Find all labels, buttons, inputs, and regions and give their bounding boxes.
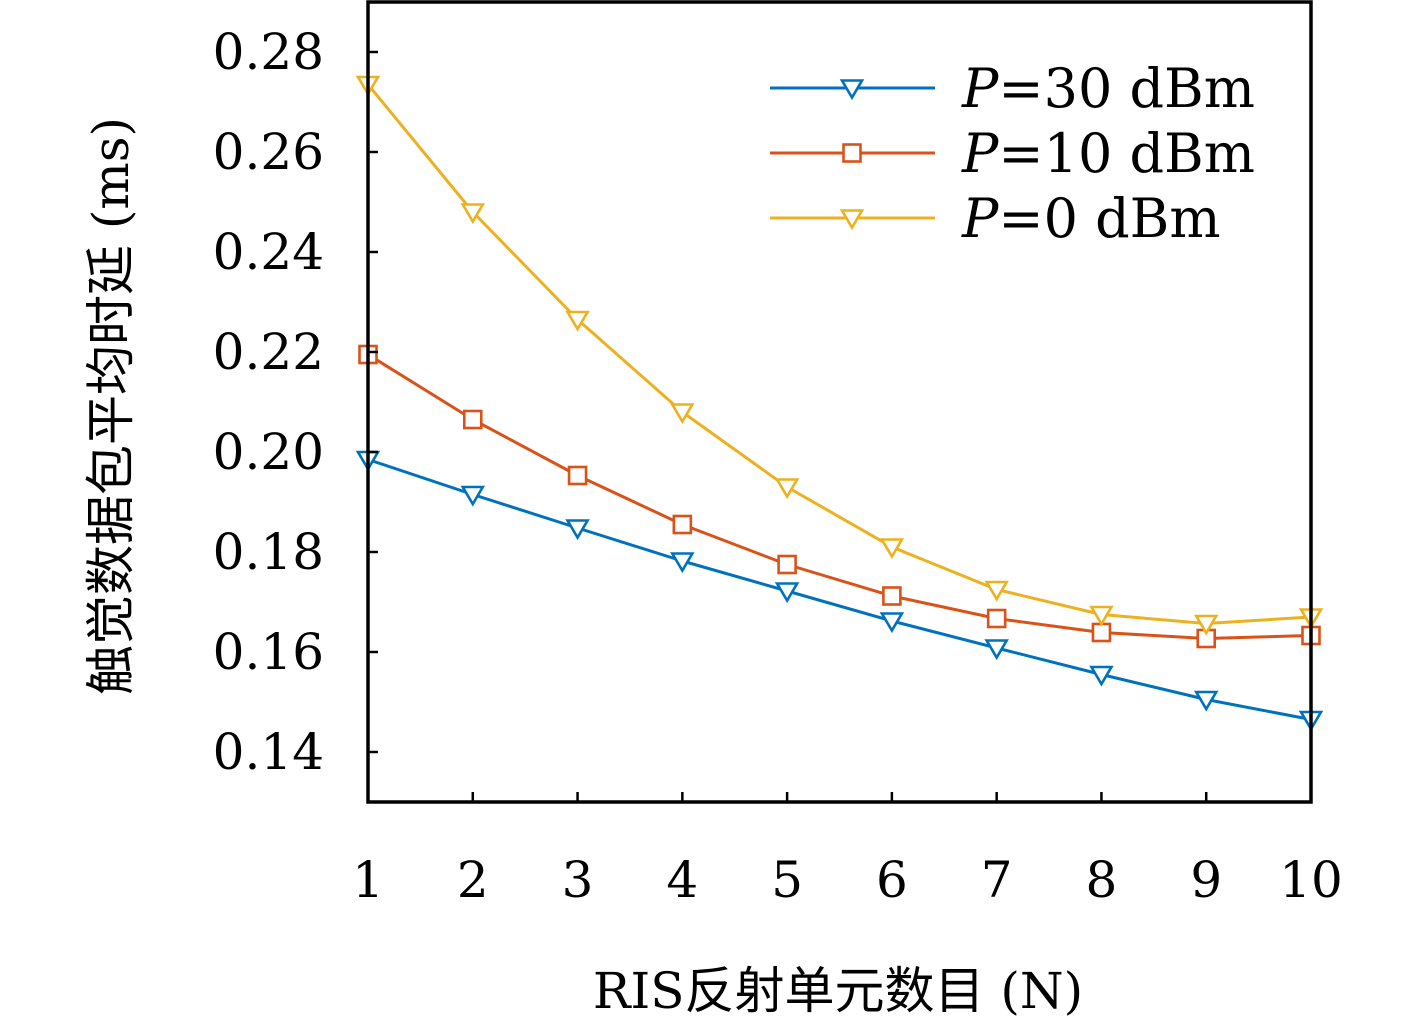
x-axis-title: RIS反射单元数目 (N) (593, 962, 1083, 1020)
data-point-square (882, 586, 902, 606)
x-tick-label: 2 (457, 851, 489, 909)
data-point-triangle (839, 209, 865, 231)
data-point-triangle (984, 639, 1009, 661)
data-point-triangle (1193, 614, 1219, 636)
data-point-triangle (460, 203, 486, 225)
data-point-triangle (670, 552, 695, 574)
data-point-triangle (1089, 665, 1114, 687)
ticks-layer: 1 2 3 4 5 6 7 8 9 10 0.14 0.16 0.18 0.20 0.22 0.24 0.26 0… (213, 23, 1343, 909)
data-point-square (672, 514, 693, 535)
y-tick-label: 0.28 (213, 23, 324, 81)
y-tick-label: 0.26 (213, 123, 324, 181)
legend-label: P=0 dBm (961, 187, 1221, 250)
legend-label: P=10 dBm (961, 122, 1255, 185)
data-point-triangle (879, 612, 905, 634)
series-layer (355, 75, 1324, 732)
y-tick-label: 0.20 (213, 423, 324, 481)
legend-label: P=30 dBm (961, 57, 1255, 120)
x-tick-label: 1 (352, 851, 384, 909)
series-1 (355, 450, 1324, 732)
series-3 (355, 75, 1324, 636)
series-line (367, 458, 1312, 721)
y-tick-label: 0.16 (213, 623, 324, 681)
series-2 (358, 344, 1321, 649)
legend-entry: P=30 dBm (770, 57, 1255, 120)
data-point-triangle (565, 310, 590, 332)
plot-frame (366, 0, 1313, 804)
data-point-square (842, 143, 862, 163)
data-point-square (462, 409, 483, 430)
y-axis-title: 触觉数据包平均时延 (ms) (82, 117, 140, 695)
data-point-triangle (879, 538, 905, 560)
x-tick-label: 5 (771, 851, 803, 909)
y-tick-label: 0.14 (213, 723, 324, 781)
data-point-triangle (1089, 605, 1114, 627)
data-point-triangle (774, 582, 800, 604)
data-point-triangle (565, 519, 590, 541)
data-point-triangle (984, 580, 1009, 602)
legend-entry: P=10 dBm (770, 122, 1255, 185)
series-line (367, 353, 1312, 640)
data-point-triangle (670, 403, 695, 425)
y-tick-label: 0.22 (213, 323, 324, 381)
data-point-triangle (774, 478, 800, 500)
data-point-square (777, 554, 797, 575)
x-tick-label: 3 (562, 851, 594, 909)
series-line (366, 83, 1312, 625)
data-point-triangle (839, 79, 865, 101)
x-tick-label: 4 (666, 851, 698, 909)
data-point-triangle (1193, 690, 1219, 712)
y-tick-label: 0.18 (213, 523, 324, 581)
y-tick-label: 0.24 (213, 223, 324, 281)
x-axis-label: RIS反射单元数目 (N) (593, 962, 1083, 1020)
x-tick-label: 10 (1279, 851, 1343, 909)
data-point-triangle (460, 485, 486, 507)
legend-entry: P=0 dBm (770, 187, 1221, 250)
x-tick-label: 8 (1086, 851, 1118, 909)
y-axis-label: 触觉数据包平均时延 (ms) (82, 117, 140, 695)
x-tick-label: 6 (876, 851, 908, 909)
data-point-square (567, 465, 588, 486)
x-tick-label: 9 (1190, 851, 1222, 909)
data-point-square (986, 608, 1007, 629)
x-tick-label: 7 (981, 851, 1013, 909)
